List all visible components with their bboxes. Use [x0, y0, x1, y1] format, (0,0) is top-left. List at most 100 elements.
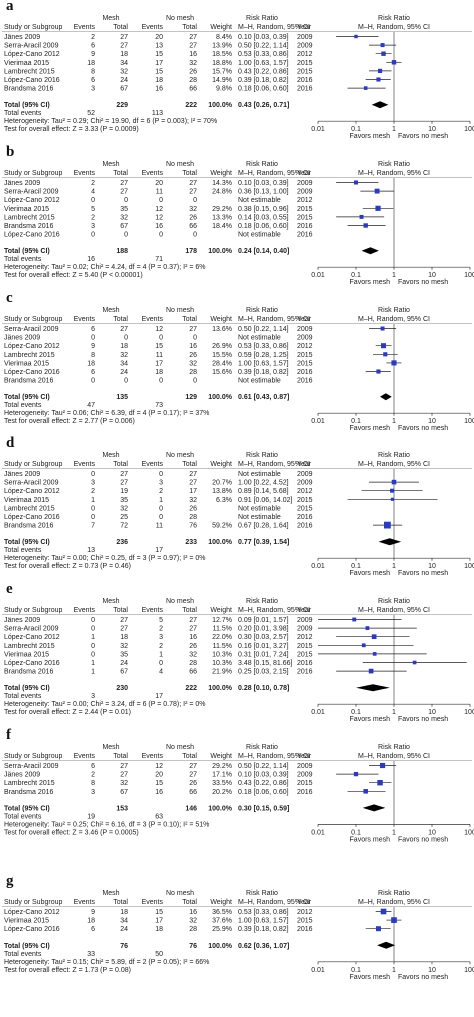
- mesh-total: 32: [120, 352, 128, 359]
- header-total: Total: [113, 753, 128, 760]
- nomesh-events: 16: [155, 789, 163, 796]
- header-study: Study or Subgroup: [4, 24, 62, 31]
- x-tick-label: 0.1: [351, 967, 361, 974]
- weight: 13.3%: [212, 214, 232, 221]
- nomesh-events: 3: [159, 480, 163, 487]
- favors-no-mesh-label: Favors no mesh: [398, 425, 448, 432]
- total-weight: 100.0%: [208, 102, 233, 109]
- mesh-events: 0: [91, 617, 95, 624]
- header-total: Total: [182, 899, 197, 906]
- year: 2016: [297, 223, 313, 230]
- forest-svg: Mesh No mesh Risk Ratio Risk Ratio Study or …: [2, 598, 474, 723]
- risk-ratio-ci: 0.50 [0.22, 1.14]: [238, 326, 289, 333]
- effect-marker: [376, 77, 381, 82]
- mesh-events: 9: [91, 343, 95, 350]
- mesh-events: 6: [91, 326, 95, 333]
- nomesh-total: 76: [189, 523, 197, 530]
- effect-marker: [365, 626, 370, 630]
- mesh-total: 18: [120, 51, 128, 58]
- weight: 26.9%: [212, 343, 232, 350]
- risk-ratio-ci: 0.50 [0.22, 1.14]: [238, 763, 289, 770]
- nomesh-events: 11: [156, 523, 163, 530]
- x-tick-label: 0.01: [311, 709, 325, 716]
- year: 2009: [297, 43, 313, 50]
- x-tick-label: 1: [392, 563, 396, 570]
- header-risk-ratio: Risk Ratio: [246, 744, 278, 751]
- weight: 13.6%: [212, 326, 232, 333]
- header-risk-ratio-plot: Risk Ratio: [378, 744, 410, 751]
- risk-ratio-ci: 3.48 [0.15, 81.66]: [238, 660, 293, 667]
- total-ci: 0.43 [0.26, 0.71]: [238, 102, 289, 109]
- nomesh-events: 20: [155, 772, 163, 779]
- header-year: Year: [297, 607, 312, 614]
- risk-ratio-ci: 0.18 [0.06, 0.60]: [238, 86, 289, 93]
- study-name: Brandsma 2016: [4, 669, 54, 676]
- year: 2016: [297, 232, 313, 239]
- header-mesh: Mesh: [102, 452, 119, 459]
- nomesh-events: 15: [155, 68, 163, 75]
- study-name: Brandsma 2016: [4, 223, 54, 230]
- effect-marker: [380, 326, 385, 331]
- mesh-events: 0: [91, 335, 95, 342]
- total-label: Total (95% CI): [4, 685, 50, 692]
- mesh-events: 9: [91, 51, 95, 58]
- total-weight: 100.0%: [208, 685, 233, 692]
- nomesh-total: 27: [189, 189, 197, 196]
- effect-marker: [383, 521, 391, 529]
- weight: 13.9%: [212, 43, 232, 50]
- mesh-events: 2: [91, 772, 95, 779]
- header-method-plot: M–H, Random, 95% CI: [358, 607, 430, 614]
- header-risk-ratio-plot: Risk Ratio: [378, 598, 410, 605]
- mesh-events: 6: [91, 43, 95, 50]
- total-events-label: Total events: [4, 110, 42, 117]
- risk-ratio-ci: 0.39 [0.18, 0.82]: [238, 369, 289, 376]
- x-tick-label: 0.01: [311, 418, 325, 425]
- total-nomesh: 222: [185, 685, 197, 692]
- nomesh-total: 27: [189, 43, 197, 50]
- header-year: Year: [297, 899, 312, 906]
- effect-marker: [375, 926, 381, 932]
- risk-ratio-ci: 1.00 [0.22, 4.52]: [238, 480, 289, 487]
- x-tick-label: 0.01: [311, 272, 325, 279]
- total-mesh: 135: [116, 394, 128, 401]
- x-tick-label: 100: [464, 272, 474, 279]
- x-tick-label: 10: [428, 418, 436, 425]
- risk-ratio-ci: 1.00 [0.63, 1.57]: [238, 60, 289, 67]
- risk-ratio-ci: Not estimable: [238, 232, 281, 239]
- weight: 21.9%: [212, 669, 232, 676]
- x-tick-label: 100: [464, 126, 474, 133]
- mesh-total: 27: [120, 326, 128, 333]
- header-method: M–H, Random, 95% CI: [238, 607, 310, 614]
- x-tick-label: 1: [392, 829, 396, 836]
- total-mesh: 153: [116, 805, 128, 812]
- header-risk-ratio: Risk Ratio: [246, 15, 278, 22]
- header-events: Events: [142, 170, 164, 177]
- header-total: Total: [182, 316, 197, 323]
- favors-mesh-label: Favors mesh: [350, 716, 391, 723]
- header-year: Year: [297, 461, 312, 468]
- effect-marker: [371, 634, 377, 640]
- header-weight: Weight: [210, 899, 232, 906]
- nomesh-total: 28: [189, 926, 197, 933]
- year: 2009: [297, 617, 313, 624]
- year: 2012: [297, 634, 313, 641]
- header-method-plot: M–H, Random, 95% CI: [358, 170, 430, 177]
- header-total: Total: [113, 461, 128, 468]
- nomesh-total: 66: [189, 789, 197, 796]
- panel-g: g Mesh No mesh Risk Ratio Risk Ratio Study or…: [0, 873, 474, 1017]
- x-tick-label: 100: [464, 829, 474, 836]
- weight: 15.5%: [212, 352, 232, 359]
- heterogeneity-text: Heterogeneity: Tau² = 0.06; Chi² = 6.39,…: [4, 410, 209, 417]
- favors-mesh-label: Favors mesh: [350, 974, 391, 981]
- total-events-mesh: 47: [87, 402, 95, 409]
- heterogeneity-text: Heterogeneity: Tau² = 0.00; Chi² = 3.24,…: [4, 701, 206, 708]
- effect-marker: [352, 617, 357, 622]
- nomesh-total: 16: [189, 909, 197, 916]
- nomesh-events: 13: [155, 43, 163, 50]
- nomesh-events: 15: [155, 909, 163, 916]
- favors-no-mesh-label: Favors no mesh: [398, 133, 448, 140]
- total-events-mesh: 19: [87, 813, 95, 820]
- total-events-label: Total events: [4, 256, 42, 263]
- header-risk-ratio-plot: Risk Ratio: [378, 15, 410, 22]
- study-name: López-Cano 2016: [4, 232, 60, 239]
